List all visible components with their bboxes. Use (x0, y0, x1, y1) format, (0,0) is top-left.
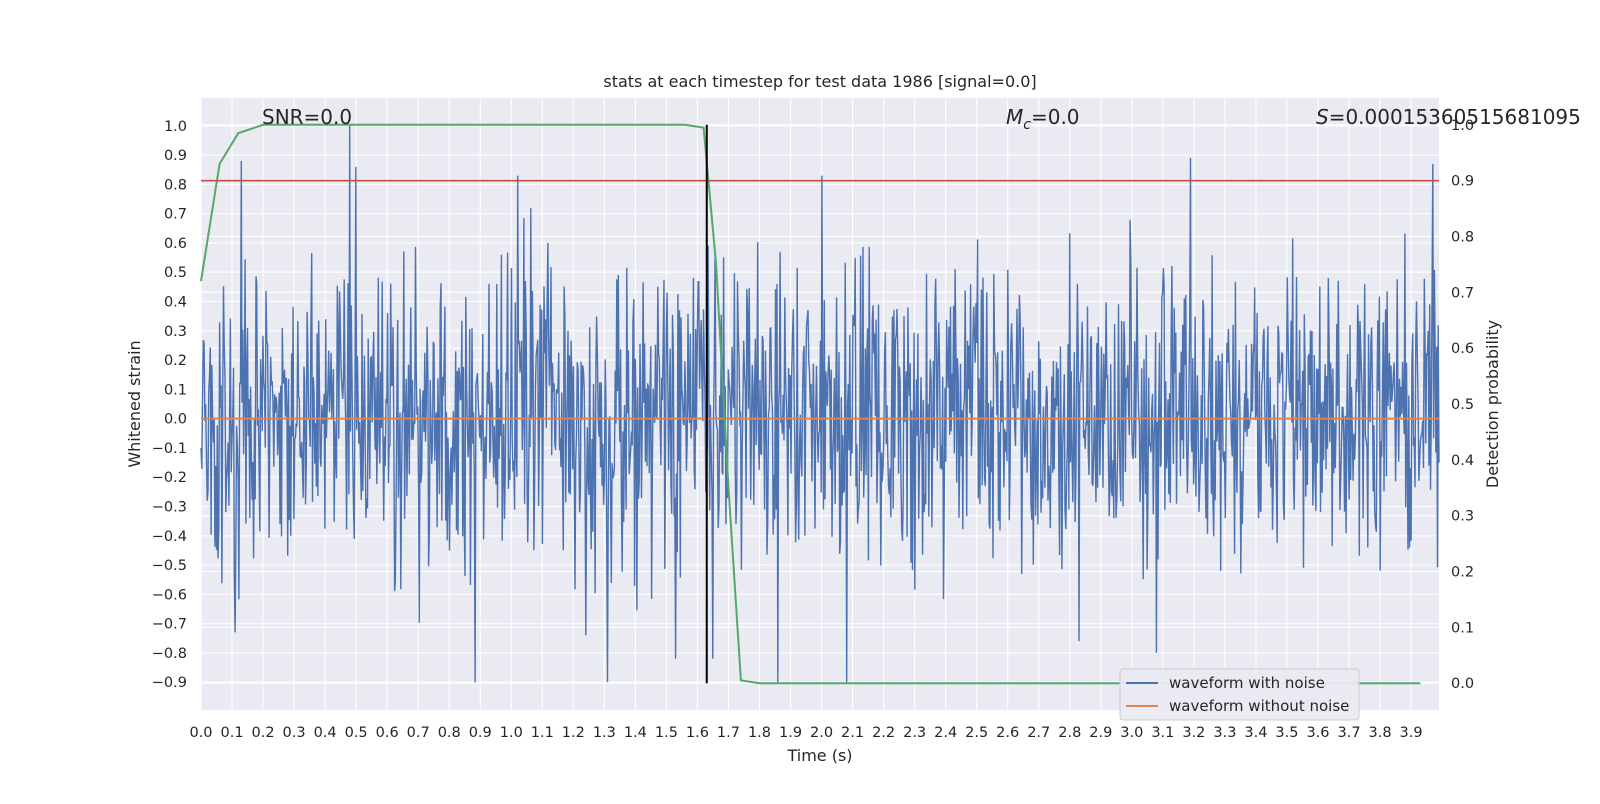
y2-tick-label: 0.2 (1451, 565, 1474, 581)
y2-tick-label: 0.6 (1451, 341, 1474, 357)
s-value: =0.00015360515681095 (1329, 105, 1581, 129)
y2-tick-label: 0.8 (1451, 229, 1474, 245)
legend-box (1119, 668, 1360, 721)
legend: waveform with noise waveform without noi… (1119, 668, 1360, 721)
x-tick-label: 2.9 (1089, 725, 1112, 741)
y-tick-label: 0.3 (164, 324, 187, 340)
x-tick-label: 1.0 (500, 725, 523, 741)
s-annotation: S=0.00015360515681095 (1316, 105, 1581, 129)
x-tick-label: 3.3 (1213, 725, 1236, 741)
y-tick-label: −0.7 (152, 617, 187, 633)
y-tick-label: −0.8 (152, 646, 187, 662)
legend-label-clean: waveform without noise (1169, 697, 1349, 715)
x-tick-label: 0.6 (376, 725, 399, 741)
x-tick-label: 1.3 (593, 725, 616, 741)
x-tick-label: 0.7 (407, 725, 430, 741)
x-tick-label: 0.1 (220, 725, 243, 741)
s-symbol: S (1316, 105, 1329, 129)
y-tick-label: 0.8 (164, 177, 187, 193)
y-tick-label: −0.2 (152, 470, 187, 486)
chirp-mass-subscript: c (1023, 117, 1031, 133)
y2-tick-label: 0.7 (1451, 285, 1474, 301)
x-tick-label: 3.5 (1275, 725, 1298, 741)
x-tick-label: 0.8 (438, 725, 461, 741)
y-tick-label: 0.2 (164, 353, 187, 369)
y2-tick-label: 0.9 (1451, 174, 1474, 190)
y2-tick-label: 1.0 (1451, 118, 1474, 134)
detection-probability-line (200, 123, 1421, 685)
x-tick-label: 3.4 (1244, 725, 1267, 741)
x-tick-label: 0.4 (314, 725, 337, 741)
snr-annotation: SNR=0.0 (262, 105, 352, 129)
x-axis-label: Time (s) (786, 746, 852, 765)
y-tick-label: 0.0 (164, 412, 187, 428)
y2-tick-label: 0.5 (1451, 397, 1474, 413)
y-tick-label: −0.4 (152, 529, 187, 545)
tick-labels: 0.0 0.1 0.2 0.3 0.4 0.5 0.6 0.7 0.8 0.9 1.0 1.1 1.2 1… (152, 118, 1474, 741)
x-tick-label: 3.7 (1337, 725, 1360, 741)
x-tick-label: 2.4 (934, 725, 957, 741)
x-tick-label: 0.3 (283, 725, 306, 741)
x-tick-label: 1.4 (624, 725, 647, 741)
x-tick-label: 1.7 (717, 725, 740, 741)
x-tick-label: 3.1 (1151, 725, 1174, 741)
x-tick-label: 2.0 (810, 725, 833, 741)
waveform-with-noise-line (200, 125, 1440, 683)
series-layer (200, 125, 1440, 683)
x-tick-label: 1.5 (655, 725, 678, 741)
x-tick-label: 2.2 (872, 725, 895, 741)
y-tick-label: −0.1 (152, 441, 187, 457)
y-tick-label: −0.5 (152, 558, 187, 574)
y-tick-label: 0.7 (164, 207, 187, 223)
x-tick-label: 3.2 (1182, 725, 1205, 741)
y2-tick-label: 0.0 (1451, 676, 1474, 692)
x-tick-label: 1.2 (562, 725, 585, 741)
x-tick-label: 3.9 (1400, 725, 1423, 741)
x-tick-label: 3.6 (1306, 725, 1329, 741)
legend-label-noisy: waveform with noise (1169, 674, 1325, 692)
y-tick-label: −0.9 (152, 675, 187, 691)
x-tick-label: 2.8 (1058, 725, 1081, 741)
x-tick-label: 3.0 (1120, 725, 1143, 741)
chart-title: stats at each timestep for test data 198… (603, 72, 1036, 91)
y2-axis-label: Detection probability (1483, 320, 1502, 488)
y-tick-label: −0.6 (152, 587, 187, 603)
x-tick-label: 1.6 (686, 725, 709, 741)
x-tick-label: 2.1 (841, 725, 864, 741)
y-tick-label: −0.3 (152, 499, 187, 515)
x-tick-label: 2.6 (996, 725, 1019, 741)
y-tick-label: 0.4 (164, 295, 187, 311)
x-tick-label: 1.9 (779, 725, 802, 741)
y-axis-label: Whitened strain (125, 340, 144, 467)
y-tick-label: 0.6 (164, 236, 187, 252)
x-tick-label: 0.0 (189, 725, 212, 741)
x-tick-label: 0.9 (469, 725, 492, 741)
overlay-layer (200, 123, 1439, 685)
chirp-mass-symbol: M (1006, 105, 1023, 129)
y2-tick-label: 0.4 (1451, 453, 1474, 469)
x-tick-label: 1.8 (748, 725, 771, 741)
chirp-mass-value: =0.0 (1031, 105, 1080, 129)
x-tick-label: 2.7 (1027, 725, 1050, 741)
y-tick-label: 1.0 (164, 119, 187, 135)
x-tick-label: 0.5 (345, 725, 368, 741)
x-tick-label: 0.2 (252, 725, 275, 741)
y-tick-label: 0.5 (164, 265, 187, 281)
x-tick-label: 1.1 (531, 725, 554, 741)
y2-tick-label: 0.1 (1451, 620, 1474, 636)
y-tick-label: 0.9 (164, 148, 187, 164)
x-tick-label: 2.3 (903, 725, 926, 741)
x-tick-label: 2.5 (965, 725, 988, 741)
y2-tick-label: 0.3 (1451, 509, 1474, 525)
x-tick-label: 3.8 (1369, 725, 1392, 741)
chirp-mass-annotation: Mc=0.0 (1006, 105, 1080, 133)
y-tick-label: 0.1 (164, 382, 187, 398)
